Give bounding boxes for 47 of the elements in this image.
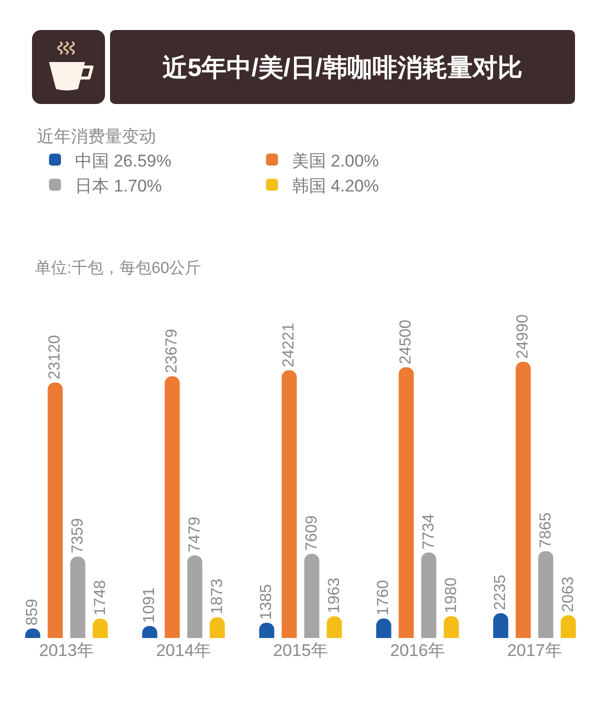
bar bbox=[326, 616, 342, 638]
text: 单位:千包，每包60公斤 bbox=[35, 259, 202, 277]
data-label: 1385 bbox=[258, 584, 276, 620]
bar bbox=[493, 613, 508, 638]
data-label: 2235 bbox=[492, 574, 510, 610]
data-label: 1980 bbox=[442, 577, 460, 614]
legend-label: 美国 2.00% bbox=[292, 151, 379, 170]
data-label: 7359 bbox=[69, 518, 86, 554]
x-tick-label: 2014年 bbox=[156, 641, 211, 660]
bar bbox=[421, 552, 436, 638]
bar bbox=[516, 362, 531, 638]
data-label: 2063 bbox=[560, 576, 577, 612]
data-label: 7865 bbox=[537, 512, 554, 548]
data-label: 1963 bbox=[326, 578, 343, 614]
data-label: 1760 bbox=[375, 580, 392, 616]
data-label: 24500 bbox=[398, 320, 415, 364]
x-tick-label: 2015年 bbox=[273, 641, 328, 660]
data-label: 7479 bbox=[186, 516, 204, 552]
bar bbox=[560, 615, 576, 638]
data-label: 859 bbox=[24, 598, 42, 626]
bar bbox=[538, 551, 554, 638]
chart-title: 近5年中/美/日/韩咖啡消耗量对比 bbox=[162, 52, 522, 84]
data-label: 24990 bbox=[514, 314, 532, 359]
data-label: 1873 bbox=[208, 578, 226, 614]
bar bbox=[48, 382, 63, 638]
data-label: 1748 bbox=[92, 580, 109, 616]
legend-title: 近年消费量变动 bbox=[37, 127, 156, 146]
x-tick-label: 2016年 bbox=[390, 641, 445, 660]
bar bbox=[187, 555, 202, 638]
data-label: 1091 bbox=[141, 587, 158, 623]
data-label: 23679 bbox=[164, 328, 181, 374]
bar bbox=[70, 556, 86, 638]
legend-label: 中国 26.59% bbox=[75, 151, 172, 170]
x-tick-label: 2017年 bbox=[507, 641, 562, 660]
legend-label: 日本 1.70% bbox=[75, 176, 162, 196]
bar bbox=[398, 367, 414, 638]
bar bbox=[164, 376, 180, 638]
bar bbox=[444, 616, 459, 638]
bar bbox=[282, 370, 297, 638]
x-tick-label: 2013年 bbox=[39, 641, 94, 660]
data-label: 7734 bbox=[420, 514, 438, 550]
legend-label: 韩国 4.20% bbox=[292, 176, 379, 196]
data-label: 7609 bbox=[303, 515, 320, 551]
title-banner: 近5年中/美/日/韩咖啡消耗量对比 bbox=[110, 30, 575, 104]
data-label: 24221 bbox=[280, 322, 298, 368]
bar bbox=[304, 554, 320, 638]
data-label: 23120 bbox=[46, 334, 64, 380]
